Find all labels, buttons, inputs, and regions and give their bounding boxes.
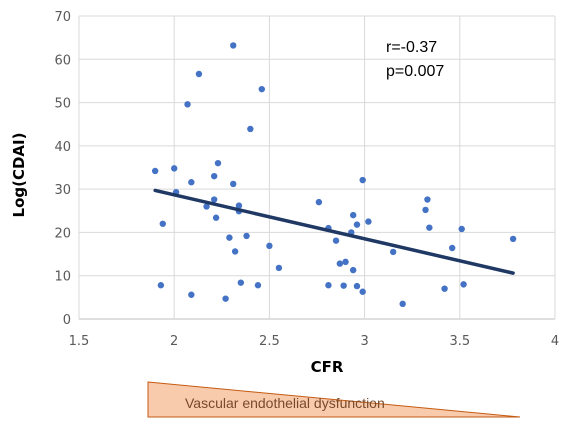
data-point	[332, 237, 340, 244]
data-point	[226, 234, 233, 241]
y-tick-label: 60	[54, 53, 71, 68]
data-point	[247, 125, 254, 133]
data-point	[365, 218, 372, 225]
data-point	[171, 165, 178, 172]
x-tick-label: 1.5	[69, 334, 90, 349]
data-points	[151, 42, 517, 308]
data-point	[210, 172, 218, 180]
data-point	[359, 288, 366, 295]
data-point	[359, 176, 366, 184]
annotation-r: r=-0.37	[386, 39, 437, 56]
data-point	[424, 196, 431, 203]
x-tick-label: 3	[360, 334, 368, 349]
x-axis-ticks: 1.5 2 2.5 3 3.5 4	[69, 334, 559, 349]
x-tick-label: 4	[551, 334, 559, 349]
data-point	[188, 179, 195, 186]
data-point	[214, 159, 222, 167]
data-point	[254, 282, 262, 289]
data-point	[210, 196, 218, 203]
data-point	[230, 180, 237, 188]
y-tick-label: 0	[63, 313, 71, 328]
data-point	[151, 167, 159, 175]
y-axis-title: Log(CDAI)	[10, 133, 28, 218]
data-point	[159, 220, 166, 227]
y-tick-label: 40	[54, 140, 71, 155]
data-point	[157, 282, 165, 289]
data-point	[235, 202, 243, 209]
data-point	[266, 242, 273, 250]
data-point	[184, 101, 191, 108]
annotation-p: p=0.007	[386, 63, 444, 80]
data-point	[195, 70, 203, 78]
data-point	[315, 198, 323, 206]
data-point	[353, 282, 361, 290]
data-point	[460, 281, 467, 288]
data-point	[342, 258, 349, 266]
data-point	[422, 206, 429, 214]
data-point	[353, 221, 361, 228]
data-point	[325, 282, 332, 289]
y-tick-label: 30	[54, 183, 71, 198]
data-point	[389, 248, 397, 256]
data-point	[426, 224, 433, 231]
x-tick-label: 3.5	[449, 334, 470, 349]
data-point	[258, 85, 265, 93]
data-point	[243, 232, 250, 240]
data-point	[231, 248, 239, 255]
x-tick-label: 2.5	[259, 334, 280, 349]
y-tick-label: 20	[54, 226, 71, 241]
y-tick-label: 10	[54, 270, 71, 285]
data-point	[349, 211, 357, 219]
vascular-dysfunction-banner	[147, 381, 521, 418]
x-tick-label: 2	[170, 334, 178, 349]
data-point	[336, 260, 344, 267]
y-axis-ticks: 0 10 20 30 40 50 60 70	[54, 10, 71, 328]
data-point	[222, 295, 229, 302]
data-point	[230, 42, 237, 49]
banner-label: Vascular endothelial dysfunction	[185, 395, 385, 411]
data-point	[188, 291, 195, 298]
data-point	[448, 244, 456, 252]
grid-lines	[78, 15, 556, 320]
data-point	[399, 300, 406, 308]
data-point	[212, 214, 220, 221]
data-point	[441, 285, 448, 292]
data-point	[458, 225, 465, 233]
data-point	[509, 235, 517, 243]
x-axis-title: CFR	[311, 358, 344, 376]
data-point	[275, 264, 283, 272]
trendline	[153, 188, 515, 275]
data-point	[203, 203, 210, 210]
y-tick-label: 50	[54, 97, 71, 112]
trendline-group	[153, 188, 515, 275]
y-tick-label: 70	[54, 10, 71, 25]
data-point	[349, 266, 357, 274]
data-point	[340, 282, 347, 289]
data-point	[237, 279, 245, 286]
